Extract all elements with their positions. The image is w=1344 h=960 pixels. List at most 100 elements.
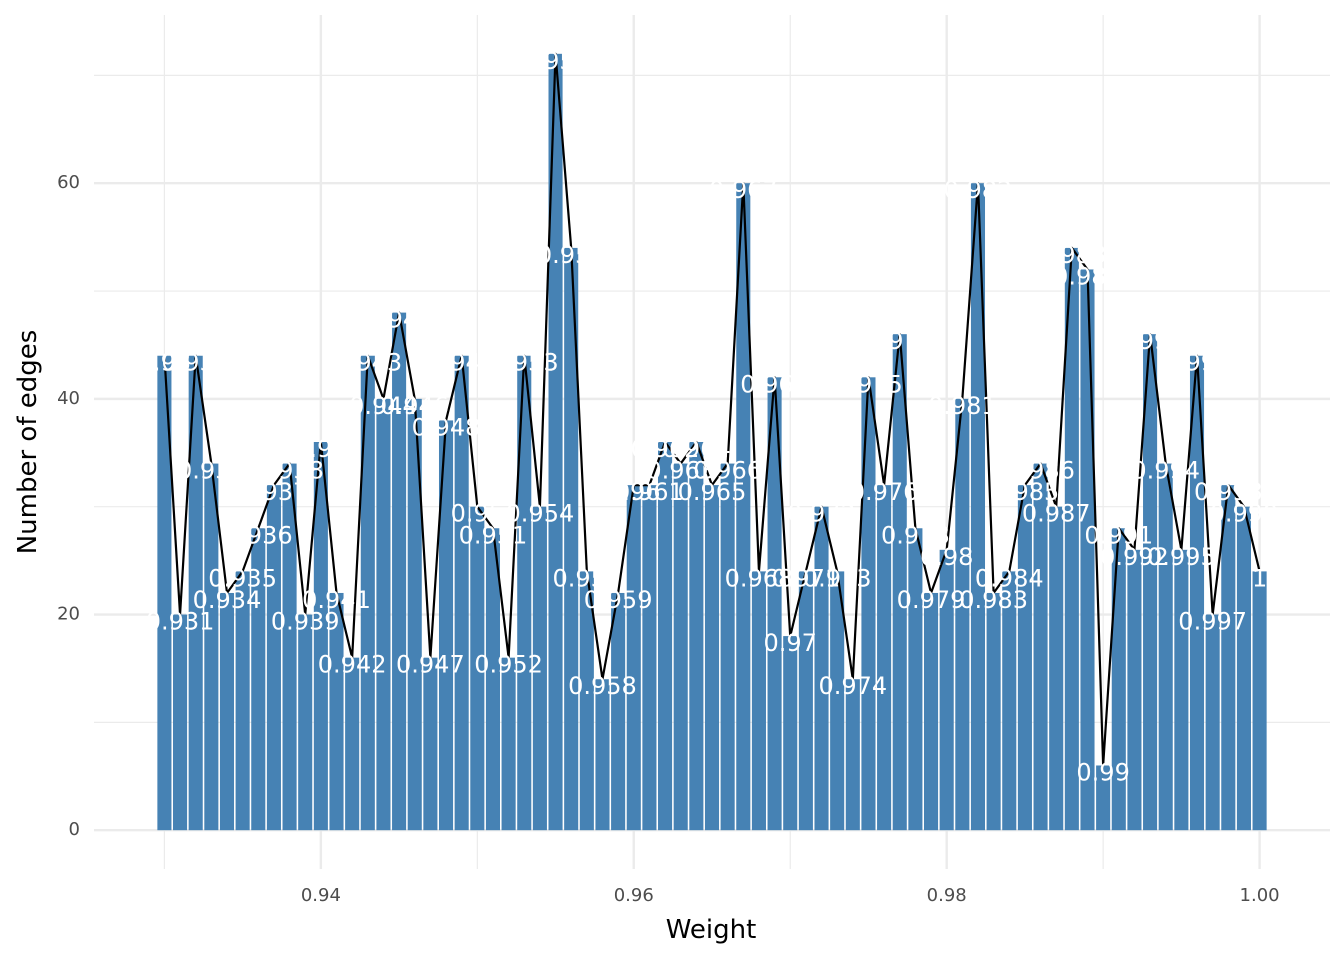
bar bbox=[282, 463, 297, 831]
bar-value-label: 0.957 bbox=[552, 564, 621, 592]
bar-value-label: 0.985 bbox=[991, 478, 1060, 506]
bar bbox=[861, 377, 876, 831]
bar bbox=[1158, 463, 1173, 831]
bar-value-label: 0.966 bbox=[693, 457, 762, 485]
bar bbox=[1002, 571, 1017, 831]
bar-value-label: 0.953 bbox=[490, 349, 559, 377]
bar bbox=[689, 442, 704, 831]
bar-value-label: 0.973 bbox=[803, 564, 872, 592]
bar-value-label: 0.947 bbox=[396, 651, 465, 679]
bar bbox=[1205, 614, 1220, 831]
bar bbox=[1252, 571, 1267, 831]
bar-value-label: 0.997 bbox=[1178, 608, 1247, 636]
bar-value-label: 0.956 bbox=[537, 241, 606, 269]
bar-value-label: 0.96 bbox=[607, 478, 660, 506]
bar bbox=[814, 506, 829, 831]
bar-value-label: 0.932 bbox=[161, 349, 230, 377]
bar bbox=[923, 592, 939, 831]
bar-value-label: 0.972 bbox=[787, 500, 856, 528]
bar-value-label: 0.942 bbox=[318, 651, 387, 679]
bar-value-label: 0.971 bbox=[772, 564, 841, 592]
bar-value-label: 0.939 bbox=[271, 608, 340, 636]
bar-value-label: 0.988 bbox=[1037, 241, 1106, 269]
bar bbox=[532, 506, 547, 831]
bar-value-label: 0.959 bbox=[584, 586, 653, 614]
bar bbox=[877, 485, 892, 831]
bar bbox=[298, 614, 313, 831]
bar bbox=[173, 614, 188, 831]
bar-value-label: 0.944 bbox=[349, 392, 418, 420]
bar bbox=[579, 571, 594, 831]
bar-value-label: 0.969 bbox=[740, 370, 809, 398]
bar-value-labels: 0.930.9310.9320.9330.9340.9350.9360.9370… bbox=[138, 47, 1279, 787]
bar bbox=[986, 592, 1001, 831]
bar-value-label: 0.987 bbox=[1022, 500, 1091, 528]
bar-value-label: 0.938 bbox=[255, 457, 324, 485]
bar bbox=[1189, 355, 1205, 831]
bar bbox=[626, 485, 641, 831]
bar-value-label: 0.974 bbox=[818, 672, 887, 700]
bar bbox=[219, 592, 235, 831]
bar bbox=[704, 485, 720, 831]
bar-value-label: 0.941 bbox=[302, 586, 371, 614]
bar bbox=[1049, 506, 1064, 831]
bar bbox=[1096, 765, 1111, 831]
bar-value-label: 0.965 bbox=[678, 478, 747, 506]
bar-value-label: 0.993 bbox=[1116, 327, 1185, 355]
bar-value-label: 0.931 bbox=[146, 608, 215, 636]
trend-line bbox=[163, 52, 1261, 767]
bar bbox=[188, 355, 203, 831]
bar bbox=[658, 442, 673, 831]
bar-value-label: 0.963 bbox=[646, 457, 715, 485]
bar bbox=[798, 571, 813, 831]
bar bbox=[908, 528, 923, 831]
bar bbox=[360, 355, 375, 831]
bar-value-label: 0.978 bbox=[881, 521, 950, 549]
bar-value-label: 0.967 bbox=[709, 176, 778, 204]
bar-value-label: 0.943 bbox=[333, 349, 402, 377]
bar bbox=[1127, 549, 1142, 831]
bar bbox=[423, 657, 438, 831]
bar bbox=[767, 377, 782, 831]
y-tick-label: 40 bbox=[57, 388, 80, 409]
bar-value-label: 0.97 bbox=[764, 629, 817, 657]
bar bbox=[845, 679, 860, 831]
x-tick-label: 0.96 bbox=[614, 885, 654, 906]
bar bbox=[345, 657, 360, 831]
bar-value-label: 0.948 bbox=[412, 413, 481, 441]
bar bbox=[266, 485, 281, 831]
bar bbox=[564, 247, 579, 831]
x-tick-label: 0.98 bbox=[927, 885, 967, 906]
bar-value-label: 0.962 bbox=[631, 435, 700, 463]
bar bbox=[955, 398, 970, 831]
bar-value-label: 0.949 bbox=[427, 349, 496, 377]
bar bbox=[751, 571, 766, 831]
trend-line-group bbox=[163, 52, 1261, 767]
bar bbox=[736, 183, 751, 831]
bar bbox=[830, 571, 845, 831]
bar-value-label: 0.977 bbox=[865, 327, 934, 355]
bar-value-label: 0.945 bbox=[365, 306, 434, 334]
bar-value-label: 0.996 bbox=[1163, 349, 1232, 377]
bar-value-label: 0.968 bbox=[725, 564, 794, 592]
bar-value-label: 0.937 bbox=[240, 478, 309, 506]
bar-value-label: 0.946 bbox=[380, 392, 449, 420]
y-tick-label: 60 bbox=[57, 172, 80, 193]
bar bbox=[642, 485, 657, 831]
bar bbox=[1033, 463, 1048, 831]
bar-value-label: 0.94 bbox=[294, 435, 347, 463]
bar bbox=[720, 463, 735, 831]
bar-value-label: 0.989 bbox=[1053, 262, 1122, 290]
bar-value-label: 0.981 bbox=[928, 392, 997, 420]
bar bbox=[1143, 334, 1158, 831]
bar-value-label: 0.992 bbox=[1100, 543, 1169, 571]
bar-value-label: 0.995 bbox=[1147, 543, 1216, 571]
bar-value-label: 0.936 bbox=[224, 521, 293, 549]
bar-value-label: 0.979 bbox=[897, 586, 966, 614]
bar-value-label: 0.954 bbox=[506, 500, 575, 528]
bar bbox=[1080, 269, 1095, 831]
bar-value-label: 0.994 bbox=[1131, 457, 1200, 485]
bar bbox=[548, 53, 563, 831]
bar bbox=[392, 312, 407, 831]
